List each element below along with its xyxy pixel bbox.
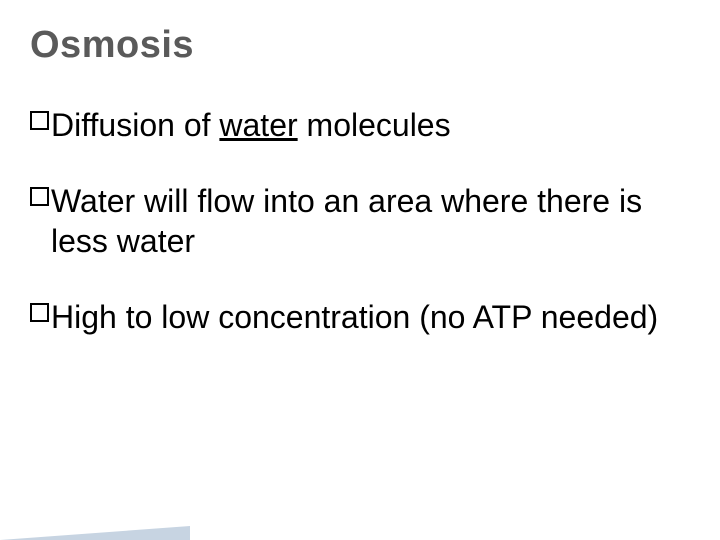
bullet-text: Water will flow into an area where there…: [51, 181, 690, 261]
square-bullet-icon: [30, 187, 49, 206]
square-bullet-icon: [30, 111, 49, 130]
bullet-item: Diffusion of water molecules: [30, 105, 690, 145]
bullet-list: Diffusion of water molecules Water will …: [30, 105, 690, 337]
slide-title: Osmosis: [30, 24, 690, 67]
bullet-item: High to low concentration (no ATP needed…: [30, 297, 690, 337]
bullet-text: Diffusion of water molecules: [51, 105, 451, 145]
square-bullet-icon: [30, 303, 49, 322]
bullet-item: Water will flow into an area where there…: [30, 181, 690, 261]
bullet-text: High to low concentration (no ATP needed…: [51, 297, 658, 337]
slide: Osmosis Diffusion of water molecules Wat…: [0, 0, 720, 540]
decorative-wedge: [0, 526, 190, 540]
